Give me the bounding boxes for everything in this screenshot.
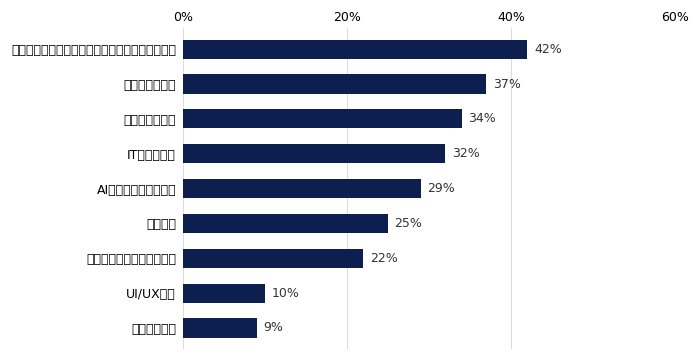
Bar xyxy=(183,249,363,268)
Text: 9%: 9% xyxy=(263,321,284,334)
Bar xyxy=(183,284,265,303)
Bar xyxy=(183,214,388,233)
Text: 37%: 37% xyxy=(493,77,521,90)
Bar xyxy=(183,318,257,338)
Text: 22%: 22% xyxy=(370,252,398,265)
Text: 34%: 34% xyxy=(468,112,496,125)
Bar xyxy=(183,144,445,163)
Text: 29%: 29% xyxy=(428,182,455,195)
Text: 25%: 25% xyxy=(395,217,422,230)
Bar xyxy=(183,109,462,129)
Text: 42%: 42% xyxy=(534,43,561,56)
Text: 32%: 32% xyxy=(452,147,480,160)
Bar xyxy=(183,75,486,94)
Bar xyxy=(183,40,527,59)
Bar xyxy=(183,179,421,198)
Text: 10%: 10% xyxy=(272,287,300,300)
